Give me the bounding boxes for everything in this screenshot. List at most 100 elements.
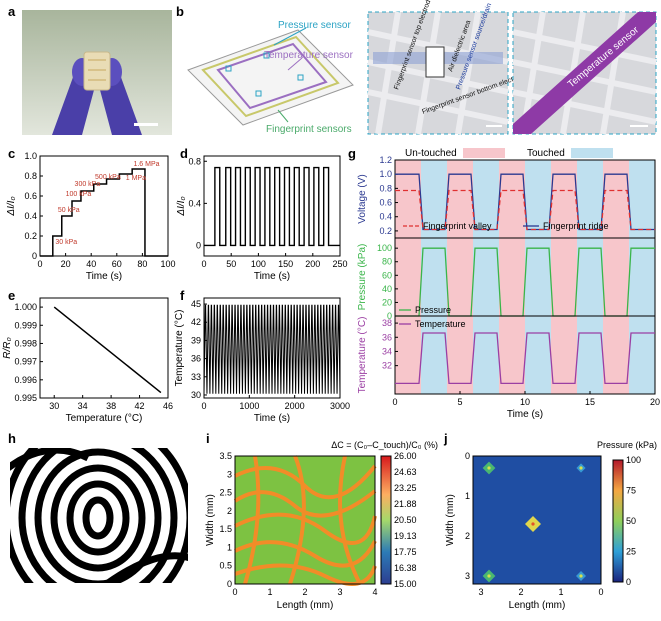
- untouched-span: [395, 160, 421, 394]
- x-axis-label: Time (s): [254, 413, 290, 424]
- y-tick-label: 0.6: [379, 198, 392, 208]
- series-temperature: [395, 332, 655, 385]
- y-tick-label: 45: [191, 299, 201, 309]
- colorbar-tick-label: 26.00: [394, 451, 417, 461]
- pressure-spot-center: [579, 574, 583, 578]
- touched-span: [421, 160, 447, 394]
- y-tick-label: 0: [387, 311, 392, 321]
- x-axis-label: Time (s): [507, 409, 543, 420]
- step-annotation: 100 kPa: [66, 191, 92, 198]
- pressure-spot-center: [531, 522, 535, 526]
- y-tick-label: 1.0: [24, 151, 37, 161]
- colorbar-title: ΔC = (C₀–C_touch)/C₀ (%): [331, 440, 438, 450]
- x-tick-label: 20: [650, 397, 660, 407]
- y-tick-label: 1: [227, 542, 232, 552]
- y-tick-label: 100: [377, 243, 392, 253]
- untouched-span: [447, 160, 473, 394]
- y-tick-label: 0.4: [379, 212, 392, 222]
- y-axis-label: Temperature (°C): [174, 310, 185, 387]
- y-tick-label: 1.0: [379, 169, 392, 179]
- scale-bar: [134, 123, 158, 126]
- x-tick-label: 60: [112, 259, 122, 269]
- label-fingerprint-sensors: Fingerprint sensors: [266, 124, 352, 135]
- y-axis-label: R/R₀: [2, 337, 13, 358]
- panel-label-b: b: [176, 4, 184, 19]
- pressure-spot-center: [579, 466, 583, 470]
- plot-frame: [472, 455, 602, 585]
- colorbar-tick-label: 23.25: [394, 483, 417, 493]
- untouched-span: [603, 160, 629, 394]
- x-tick-label: 0: [201, 401, 206, 411]
- label-temperature-sensor: Temperature sensor: [264, 50, 354, 61]
- colorbar-tick-label: 21.88: [394, 499, 417, 509]
- chart-e-resistance-temperature: 30 34 38 42 46 0.995 0.996 0.997 0.998 0.999 1.000…: [2, 297, 173, 424]
- y-axis-label: Width (mm): [445, 494, 456, 546]
- y-tick-label: 3: [227, 469, 232, 479]
- fingerprint-sensor-zoom: Fingerprint sensor top electrode Air die…: [367, 0, 528, 135]
- y-tick-label: 0.8: [188, 156, 201, 166]
- heatmap-ridges: [233, 455, 377, 586]
- fingerprint-image: [8, 448, 190, 583]
- y-tick-label: 42: [191, 317, 201, 327]
- plot-frame: [39, 297, 169, 399]
- y-tick-label: 0: [32, 251, 37, 261]
- y-tick-label: 0.4: [188, 198, 201, 208]
- x-tick-label: 2: [518, 587, 523, 597]
- y-tick-label: 1.2: [379, 155, 392, 165]
- x-tick-label: 15: [585, 397, 595, 407]
- legend-valley-label: Fingerprint valley: [423, 221, 492, 231]
- x-tick-label: 1: [558, 587, 563, 597]
- x-tick-label: 0: [598, 587, 603, 597]
- legend-untouched-label: Un-touched: [405, 148, 457, 159]
- y-axis-label: ΔI/I₀: [6, 196, 17, 216]
- y-tick-label: 0: [196, 240, 201, 250]
- y-tick-label: 3: [465, 571, 470, 581]
- series-line: [204, 166, 340, 247]
- chart-g-multisensing: Un-touched Touched 0.2 0.4 0.6 0.8 1.0 1.2 Volta…: [357, 148, 660, 420]
- series-ridge: [395, 173, 655, 231]
- y-tick-label: 38: [382, 318, 392, 328]
- plot-frame: [203, 155, 341, 257]
- colorbar-tick-label: 25: [626, 547, 636, 557]
- x-tick-label: 1: [267, 587, 272, 597]
- x-axis-label: Temperature (°C): [66, 413, 143, 424]
- device-schematic: Pressure sensor Temperature sensor Finge…: [187, 20, 354, 135]
- pressure-spot-center: [487, 574, 491, 578]
- x-tick-label: 46: [163, 401, 173, 411]
- x-axis-label: Length (mm): [277, 600, 334, 611]
- colorbar-tick-label: 15.00: [394, 579, 417, 589]
- colorbar-tick-label: 17.75: [394, 547, 417, 557]
- x-tick-label: 5: [457, 397, 462, 407]
- untouched-span: [499, 160, 525, 394]
- y-axis-label: Voltage (V): [357, 174, 368, 223]
- colorbar-tick-label: 75: [626, 486, 636, 496]
- panel-label-e: e: [8, 288, 16, 303]
- step-annotation: 300 kPa: [75, 181, 101, 188]
- series-line: [40, 168, 168, 257]
- x-tick-label: 3: [478, 587, 483, 597]
- ridge-contour: [233, 489, 377, 518]
- panel-label-j: j: [444, 431, 448, 446]
- x-axis-label: Length (mm): [509, 600, 566, 611]
- step-annotation: 1.6 MPa: [133, 161, 159, 168]
- y-tick-label: 1.000: [14, 302, 37, 312]
- y-tick-label: 0.2: [379, 226, 392, 236]
- y-tick-label: 30: [191, 390, 201, 400]
- y-tick-label: 0: [227, 579, 232, 589]
- colorbar-tick-label: 24.63: [394, 467, 417, 477]
- y-tick-label: 3.5: [219, 451, 232, 461]
- panel-label-a: a: [8, 4, 16, 19]
- legend-touched-label: Touched: [527, 148, 565, 159]
- y-tick-label: 0.998: [14, 338, 37, 348]
- chart-c-current-steps: 0 20 40 60 80 100 0 0.2 0.4 0.6 0.8 1.0 Time (s) ΔI/I…: [6, 151, 176, 282]
- x-tick-label: 30: [49, 401, 59, 411]
- legend-temperature-label: Temperature: [415, 319, 466, 329]
- chart-i-capacitance-map: 0 1 2 3 4 0 0.5 1 1.5 2 2.5 3 3.5 Length (mm) Width (m…: [205, 440, 438, 611]
- y-tick-label: 40: [382, 284, 392, 294]
- y-axis-label: Width (mm): [205, 494, 216, 546]
- x-axis-label: Time (s): [86, 271, 122, 282]
- y-tick-label: 0.6: [24, 191, 37, 201]
- ridge-contour: [234, 540, 377, 568]
- x-tick-label: 50: [226, 259, 236, 269]
